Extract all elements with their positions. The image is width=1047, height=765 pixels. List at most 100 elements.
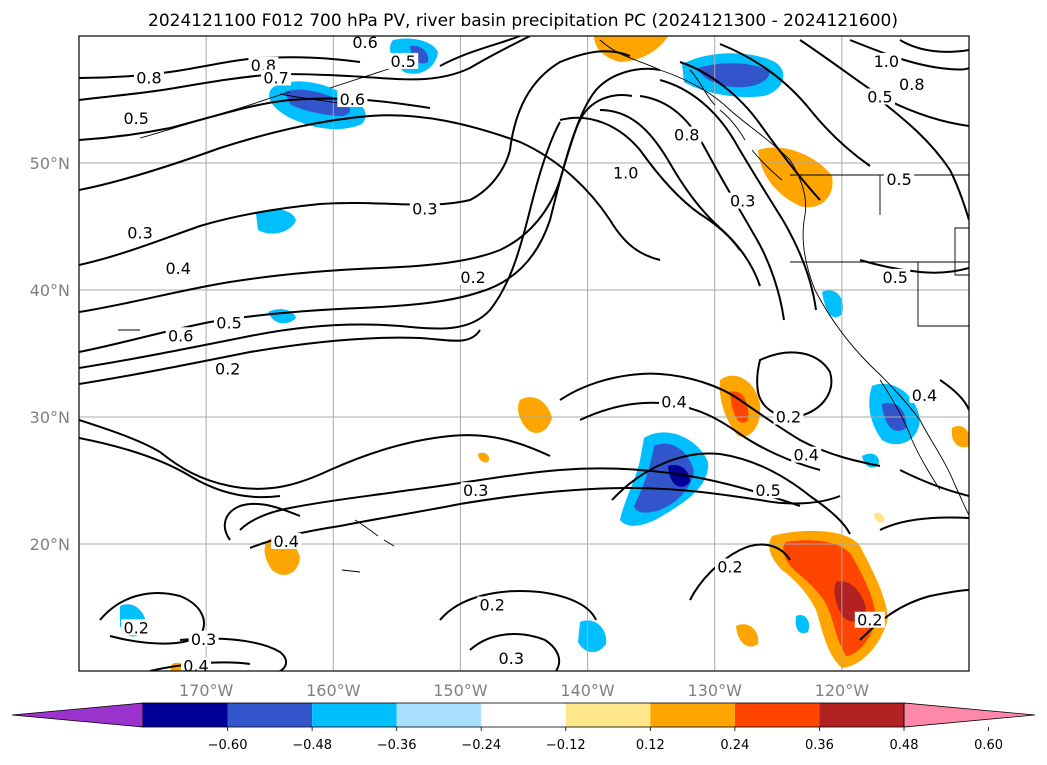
colorbar-segment — [312, 703, 397, 727]
coastline — [139, 91, 291, 139]
contour-label: 0.2 — [479, 596, 504, 615]
contour-label: 1.0 — [874, 52, 899, 71]
graticule — [79, 36, 969, 671]
contour-label: 0.4 — [183, 656, 208, 675]
contour-label-bg — [261, 69, 292, 86]
contour-label-bg — [671, 126, 702, 143]
shade-blob — [822, 290, 843, 318]
colorbar-segment — [143, 703, 228, 727]
pv-contour — [579, 401, 821, 471]
pv-contour — [223, 502, 301, 541]
pv-contour — [939, 379, 969, 411]
contour-label: 0.2 — [857, 611, 882, 630]
pv-contour — [899, 469, 969, 497]
contour-label: 0.4 — [165, 259, 190, 278]
contour-label: 0.5 — [123, 109, 148, 128]
contour-label-bg — [121, 619, 152, 636]
pv-contour — [79, 36, 531, 101]
pv-contour — [879, 99, 969, 221]
contour-label-bg — [865, 88, 895, 105]
pv-contour — [859, 259, 969, 274]
contour-label: 0.6 — [168, 326, 193, 345]
chart-title: 2024121100 F012 700 hPa PV, river basin … — [148, 11, 898, 31]
colorbar-extend-low — [11, 702, 144, 728]
pv-contour — [599, 109, 761, 287]
pv-contour — [79, 329, 481, 385]
pv-contour — [849, 39, 969, 71]
contour-label: 0.6 — [340, 90, 365, 109]
shade-blob — [951, 426, 969, 448]
pv-contour — [79, 419, 551, 490]
colorbar-segment — [734, 703, 820, 727]
contour-label-bg — [163, 259, 194, 276]
contour-label-bg — [659, 393, 690, 410]
shade-blob — [730, 391, 749, 423]
pv-contour — [79, 94, 633, 353]
colorbar-tick-label: 0.24 — [720, 738, 749, 753]
coastline — [879, 379, 941, 491]
contour-label: 0.7 — [263, 68, 288, 87]
y-tick-label: 40°N — [30, 281, 70, 300]
colorbar-tick-label: −0.60 — [208, 738, 248, 753]
colorbar-tick-label: 0.36 — [805, 738, 834, 753]
y-tick-label: 20°N — [30, 535, 70, 554]
contour-label: 0.8 — [899, 75, 924, 94]
contour-label: 0.4 — [794, 446, 819, 465]
pv-contour — [249, 486, 841, 549]
contour-label: 1.0 — [613, 164, 638, 183]
pv-contour — [239, 467, 801, 531]
x-tick-label: 170°W — [179, 681, 234, 700]
pv-contour — [439, 590, 597, 621]
pv-contour — [611, 452, 851, 535]
shade-blob — [736, 624, 759, 647]
map-frame — [78, 35, 970, 672]
contour-label-bg — [350, 36, 381, 50]
contour-label-bg — [753, 482, 784, 499]
x-tick-label: 130°W — [688, 681, 743, 700]
colorbar-segment — [565, 703, 651, 727]
shade-blob — [518, 397, 552, 433]
contour-label: 0.5 — [216, 314, 241, 333]
contour-label-bg — [880, 268, 911, 285]
contour-label-bg — [871, 52, 902, 69]
contour-label-bg — [125, 224, 156, 241]
pv-contour — [79, 50, 631, 266]
contour-label: 0.4 — [274, 532, 299, 551]
pv-contour — [79, 67, 661, 313]
colorbar-extend-high — [903, 702, 1036, 728]
contour-label-bg — [909, 386, 940, 403]
contour-label-bg — [854, 611, 885, 628]
contour-label-bg — [714, 558, 745, 575]
contour-label-bg — [248, 56, 279, 73]
colorbar-tick-label: 0.48 — [890, 738, 919, 753]
pv-contour — [79, 121, 561, 369]
contour-label-bg — [896, 75, 927, 92]
shade-blob — [634, 443, 694, 513]
shade-blob — [256, 209, 296, 234]
contour-label: 0.8 — [674, 126, 699, 145]
x-tick-labels: 170°W 160°W 150°W 140°W 130°W 120°W — [179, 681, 869, 700]
shade-blob — [783, 540, 876, 656]
x-tick-label: 150°W — [433, 681, 488, 700]
colorbar-frame — [142, 702, 905, 728]
contour-label: 0.3 — [730, 192, 755, 211]
colorbar-tick-label: −0.48 — [292, 738, 332, 753]
contour-label-bg — [458, 268, 489, 285]
y-tick-labels: 50°N 40°N 30°N 20°N — [30, 154, 70, 554]
contour-label: 0.2 — [776, 408, 801, 427]
x-tick-label: 160°W — [306, 681, 361, 700]
contour-label-bg — [460, 482, 491, 499]
contour-label: 0.3 — [499, 649, 524, 668]
pv-contour — [79, 36, 521, 79]
pv-contour — [99, 592, 205, 645]
pv-contour — [469, 633, 561, 671]
shade-blob — [668, 464, 690, 487]
shade-blob — [285, 89, 351, 116]
contour-label: 0.2 — [717, 557, 742, 576]
contour-label-bg — [496, 649, 527, 666]
shade-blob — [578, 620, 607, 653]
contour-label: 0.2 — [215, 359, 240, 378]
contour-label-bg — [610, 164, 641, 181]
x-tick-label: 140°W — [560, 681, 615, 700]
colorbar-segment — [481, 703, 566, 727]
